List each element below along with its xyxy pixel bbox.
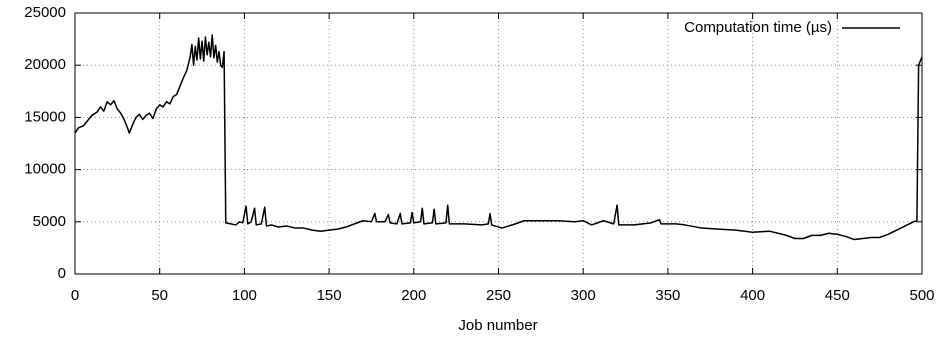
x-tick-label: 100 — [232, 287, 257, 304]
y-tick-label: 10000 — [24, 161, 66, 178]
x-axis-label: Job number — [458, 317, 537, 334]
x-tick-label: 300 — [571, 287, 596, 304]
x-tick-label: 450 — [825, 287, 850, 304]
x-tick-label: 150 — [317, 287, 342, 304]
y-tick-label: 15000 — [24, 108, 66, 125]
x-tick-label: 250 — [486, 287, 511, 304]
y-tick-label: 5000 — [33, 213, 66, 230]
x-tick-label: 400 — [740, 287, 765, 304]
x-tick-label: 0 — [71, 287, 79, 304]
y-tick-label: 25000 — [24, 4, 66, 21]
x-tick-label: 50 — [151, 287, 168, 304]
x-tick-label: 200 — [401, 287, 426, 304]
x-tick-label: 500 — [909, 287, 934, 304]
plot-frame — [74, 12, 923, 275]
data-line — [74, 34, 923, 241]
x-tick-label: 350 — [655, 287, 680, 304]
y-tick-label: 20000 — [24, 56, 66, 73]
y-tick-label: 0 — [58, 265, 66, 282]
legend-label: Computation time (µs) — [684, 19, 832, 36]
